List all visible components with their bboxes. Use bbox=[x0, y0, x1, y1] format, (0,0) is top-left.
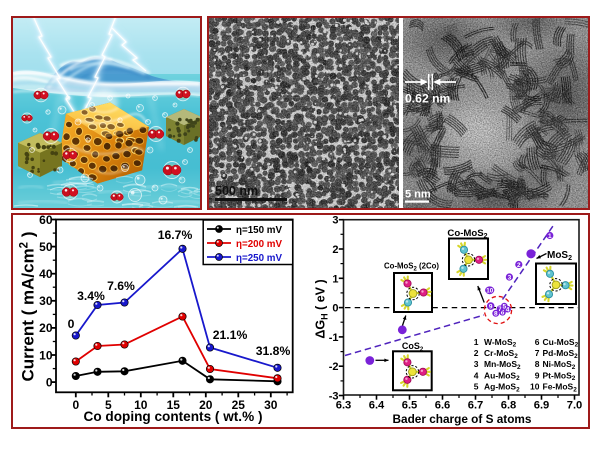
svg-text:6: 6 bbox=[535, 337, 540, 347]
svg-text:5 nm: 5 nm bbox=[405, 189, 431, 201]
svg-text:η=250 mV: η=250 mV bbox=[236, 253, 282, 264]
svg-text:0.62 nm: 0.62 nm bbox=[405, 92, 451, 106]
svg-text:MoS2: MoS2 bbox=[547, 250, 572, 262]
svg-text:-2: -2 bbox=[329, 361, 339, 373]
svg-text:8: 8 bbox=[494, 311, 498, 318]
svg-text:Co-MoS2: Co-MoS2 bbox=[447, 228, 487, 240]
svg-text:Co doping contents ( wt.% ): Co doping contents ( wt.% ) bbox=[84, 409, 263, 424]
svg-text:6.7: 6.7 bbox=[468, 400, 484, 412]
svg-text:6.8: 6.8 bbox=[501, 400, 517, 412]
svg-text:7.0: 7.0 bbox=[567, 400, 583, 412]
svg-text:6.9: 6.9 bbox=[534, 400, 550, 412]
svg-text:3: 3 bbox=[508, 274, 512, 281]
svg-text:Au-MoS2: Au-MoS2 bbox=[484, 370, 520, 382]
svg-text:6.3: 6.3 bbox=[336, 400, 352, 412]
svg-text:31.8%: 31.8% bbox=[256, 344, 291, 358]
svg-text:Bader charge of S atoms: Bader charge of S atoms bbox=[393, 412, 532, 426]
svg-text:0: 0 bbox=[68, 317, 75, 331]
svg-text:4: 4 bbox=[506, 307, 510, 314]
svg-text:Mn-MoS2: Mn-MoS2 bbox=[484, 359, 521, 371]
svg-text:10: 10 bbox=[486, 288, 493, 295]
svg-text:7: 7 bbox=[535, 348, 540, 358]
svg-text:10: 10 bbox=[134, 398, 148, 412]
svg-text:6.4: 6.4 bbox=[369, 400, 385, 412]
svg-text:2: 2 bbox=[517, 262, 521, 269]
svg-text:-1: -1 bbox=[329, 332, 339, 344]
svg-text:7.6%: 7.6% bbox=[107, 279, 135, 293]
svg-text:40: 40 bbox=[39, 267, 53, 281]
svg-text:η=150 mV: η=150 mV bbox=[236, 225, 282, 236]
svg-text:60: 60 bbox=[39, 213, 53, 227]
svg-text:6.6: 6.6 bbox=[435, 400, 451, 412]
svg-text:Cr-MoS2: Cr-MoS2 bbox=[484, 348, 518, 360]
svg-text:3: 3 bbox=[332, 215, 338, 227]
svg-text:0: 0 bbox=[72, 398, 79, 412]
svg-text:9: 9 bbox=[489, 303, 493, 310]
svg-text:ΔGH ( eV ): ΔGH ( eV ) bbox=[314, 279, 330, 338]
svg-text:16.7%: 16.7% bbox=[158, 228, 193, 242]
svg-text:3: 3 bbox=[474, 359, 479, 369]
svg-text:1: 1 bbox=[474, 337, 479, 347]
svg-text:5: 5 bbox=[502, 303, 506, 310]
svg-text:8: 8 bbox=[535, 359, 540, 369]
svg-text:500 nm: 500 nm bbox=[215, 184, 258, 198]
svg-text:0: 0 bbox=[332, 303, 338, 315]
svg-text:6.5: 6.5 bbox=[402, 400, 418, 412]
svg-text:30: 30 bbox=[264, 398, 278, 412]
svg-text:5: 5 bbox=[105, 398, 112, 412]
svg-text:CoS2: CoS2 bbox=[402, 341, 424, 353]
svg-text:7: 7 bbox=[498, 306, 502, 313]
svg-text:10: 10 bbox=[530, 382, 540, 392]
svg-text:20: 20 bbox=[39, 321, 53, 335]
svg-text:η=200 mV: η=200 mV bbox=[236, 239, 282, 250]
svg-text:W-MoS2: W-MoS2 bbox=[484, 337, 517, 349]
svg-text:0: 0 bbox=[46, 375, 53, 389]
svg-text:9: 9 bbox=[535, 370, 540, 380]
svg-text:Current ( mA/cm2 ): Current ( mA/cm2 ) bbox=[18, 232, 37, 382]
svg-text:1: 1 bbox=[332, 273, 338, 285]
svg-text:25: 25 bbox=[232, 398, 246, 412]
svg-text:-3: -3 bbox=[329, 391, 339, 403]
svg-text:Pt-MoS2: Pt-MoS2 bbox=[543, 370, 576, 382]
svg-text:5: 5 bbox=[474, 382, 479, 392]
svg-text:1: 1 bbox=[548, 233, 552, 240]
svg-text:50: 50 bbox=[39, 240, 53, 254]
svg-text:6: 6 bbox=[501, 310, 505, 317]
svg-text:10: 10 bbox=[39, 348, 53, 362]
svg-text:15: 15 bbox=[167, 398, 181, 412]
svg-text:30: 30 bbox=[39, 294, 53, 308]
svg-text:Co-MoS2 (2Co): Co-MoS2 (2Co) bbox=[384, 262, 439, 273]
svg-text:20: 20 bbox=[199, 398, 213, 412]
svg-text:2: 2 bbox=[332, 244, 338, 256]
svg-text:Cu-MoS2: Cu-MoS2 bbox=[543, 337, 579, 349]
svg-text:Pd-MoS2: Pd-MoS2 bbox=[543, 348, 579, 360]
svg-text:2: 2 bbox=[474, 348, 479, 358]
svg-text:3.4%: 3.4% bbox=[77, 289, 105, 303]
svg-text:4: 4 bbox=[474, 370, 479, 380]
svg-text:Ag-MoS2: Ag-MoS2 bbox=[484, 382, 520, 394]
svg-text:Fe-MoS2: Fe-MoS2 bbox=[543, 382, 578, 394]
svg-text:Ni-MoS2: Ni-MoS2 bbox=[543, 359, 576, 371]
svg-text:21.1%: 21.1% bbox=[213, 328, 248, 342]
